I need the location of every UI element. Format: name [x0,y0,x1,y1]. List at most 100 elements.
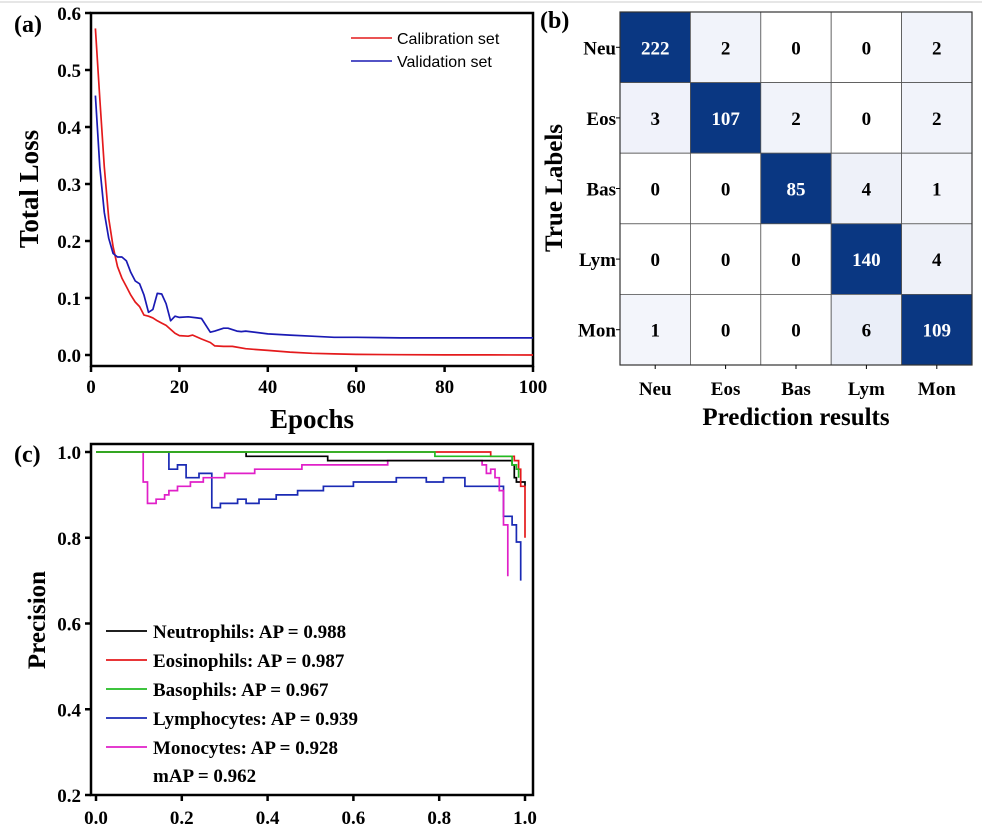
pr-y-ticks: 0.2 0.4 0.6 0.8 1.0 [57,443,91,807]
loss-y-tick-label: 0.4 [57,118,81,139]
confusion-cell [901,293,973,366]
confusion-x-axis-label: Prediction results [702,404,890,431]
confusion-cell [830,11,903,83]
confusion-cell [901,152,973,225]
confusion-cell [760,223,832,295]
confusion-col-label: Eos [711,379,741,400]
confusion-cell-value: 1 [650,321,660,342]
confusion-cell-value: 0 [721,321,731,342]
loss-x-ticks: 0 20 40 60 80 100 [86,366,547,398]
confusion-cell-value: 2 [932,38,942,59]
confusion-cell [619,223,691,295]
confusion-cell-value: 140 [852,250,881,271]
loss-x-axis-label: Epochs [270,404,354,434]
pr-series-basophils [96,451,520,478]
pr-series-monocytes [96,451,509,577]
loss-y-axis-label: Total Loss [14,130,44,248]
pr-x-tick-label: 0.2 [170,808,194,829]
confusion-cell [760,82,832,154]
loss-x-tick-label: 20 [170,377,189,398]
confusion-cell-value: 2 [791,109,801,130]
confusion-cell [830,293,903,366]
confusion-cell [619,11,691,83]
loss-y-tick-label: 0.0 [57,346,81,367]
confusion-matrix-cells: 222 2 0 0 23 107 2 0 20 0 85 4 10 0 0 140 41 0 0 6 109 [619,11,973,366]
loss-panel: (a) 0.0 0.1 0.2 0.3 0.4 0.5 0.6 0 20 40 60 80 100 E… [14,4,547,434]
pr-x-tick-label: 0.0 [84,808,108,829]
pr-x-tick-label: 0.8 [427,808,451,829]
loss-x-tick-label: 80 [435,377,454,398]
loss-series-validation-set [94,95,533,339]
confusion-row-label: Bas [586,180,616,201]
pr-x-tick-label: 1.0 [513,808,537,829]
pr-legend-label: Monocytes: AP = 0.928 [153,738,338,759]
loss-x-tick-label: 60 [347,377,366,398]
confusion-row-label: Eos [586,109,616,130]
pr-legend-label: Basophils: AP = 0.967 [153,680,329,701]
loss-y-tick-label: 0.5 [57,61,81,82]
pr-lines [96,451,526,581]
loss-x-tick-label: 100 [519,377,548,398]
pr-legend-label: Eosinophils: AP = 0.987 [153,651,345,672]
confusion-cell [619,293,691,366]
pr-curve-panel: (c) 0.20.40.60.81.0 0.0 0.2 0.4 0.6 0.8 1.0 P… [14,442,537,829]
confusion-cell [690,152,762,225]
confusion-cell-value: 6 [862,321,872,342]
confusion-row-label: Mon [578,321,616,342]
pr-x-ticks: 0.0 0.2 0.4 0.6 0.8 1.0 [84,795,537,829]
loss-plot-frame [89,11,535,368]
loss-y-tick-label: 0.1 [57,289,81,310]
pr-legend-label: Lymphocytes: AP = 0.939 [153,709,358,730]
confusion-col-label: Lym [848,379,885,400]
loss-x-tick-label: 0 [86,377,96,398]
pr-legend-label: Neutrophils: AP = 0.988 [153,622,346,643]
legend-label-calibration: Calibration set [397,31,500,48]
confusion-col-label: Neu [639,379,672,400]
confusion-row-label: Lym [579,250,616,271]
confusion-cell [830,82,903,154]
confusion-cell-value: 109 [923,321,952,342]
confusion-cell-value: 0 [791,321,801,342]
confusion-cell [619,152,691,225]
confusion-col-labels: Neu Eos Bas Lym Mon [639,365,956,400]
pr-y-tick-label: 0.6 [57,615,81,636]
loss-y-tick-label: 0.6 [57,4,81,25]
pr-series-lymphocytes [96,451,522,581]
confusion-cell [690,11,762,83]
confusion-cell-value: 222 [641,38,670,59]
confusion-row-labels: Neu Eos Bas Lym Mon [578,38,620,342]
pr-x-tick-label: 0.4 [256,808,280,829]
confusion-cell-value: 0 [791,38,801,59]
panel-label-b: (b) [540,8,569,34]
confusion-cell [901,82,973,154]
loss-y-tick-label: 0.3 [57,175,81,196]
confusion-cell-value: 0 [650,180,660,201]
confusion-cell-value: 0 [721,250,731,271]
loss-legend: Calibration set Validation set [351,31,500,71]
confusion-cell-value: 0 [721,180,731,201]
pr-y-tick-label: 1.0 [57,443,81,464]
pr-series-eosinophils [96,451,526,538]
confusion-cell [760,152,832,225]
panel-label-c: (c) [14,442,41,468]
panel-label-a: (a) [14,12,42,38]
confusion-col-label: Mon [918,379,956,400]
pr-y-axis-label: Precision [24,571,51,669]
confusion-cell-value: 4 [932,250,942,271]
confusion-cell [830,152,903,225]
confusion-cell [830,223,903,295]
confusion-matrix-panel: (b) 222 2 0 0 23 107 2 0 20 0 85 4 10 0 0 140 41 0 0 6 109 N… [540,8,973,431]
pr-plot-frame [89,442,535,797]
loss-y-tick-label: 0.2 [57,232,81,253]
confusion-cell-value: 0 [650,250,660,271]
confusion-cell-value: 4 [862,180,872,201]
pr-y-tick-label: 0.4 [57,700,81,721]
confusion-cell [619,82,691,154]
loss-y-ticks: 0.0 0.1 0.2 0.3 0.4 0.5 0.6 [57,4,91,367]
confusion-cell-value: 85 [787,180,806,201]
confusion-cell [690,223,762,295]
confusion-row-label: Neu [583,38,616,59]
confusion-col-label: Bas [781,379,811,400]
pr-y-tick-label: 0.8 [57,529,81,550]
